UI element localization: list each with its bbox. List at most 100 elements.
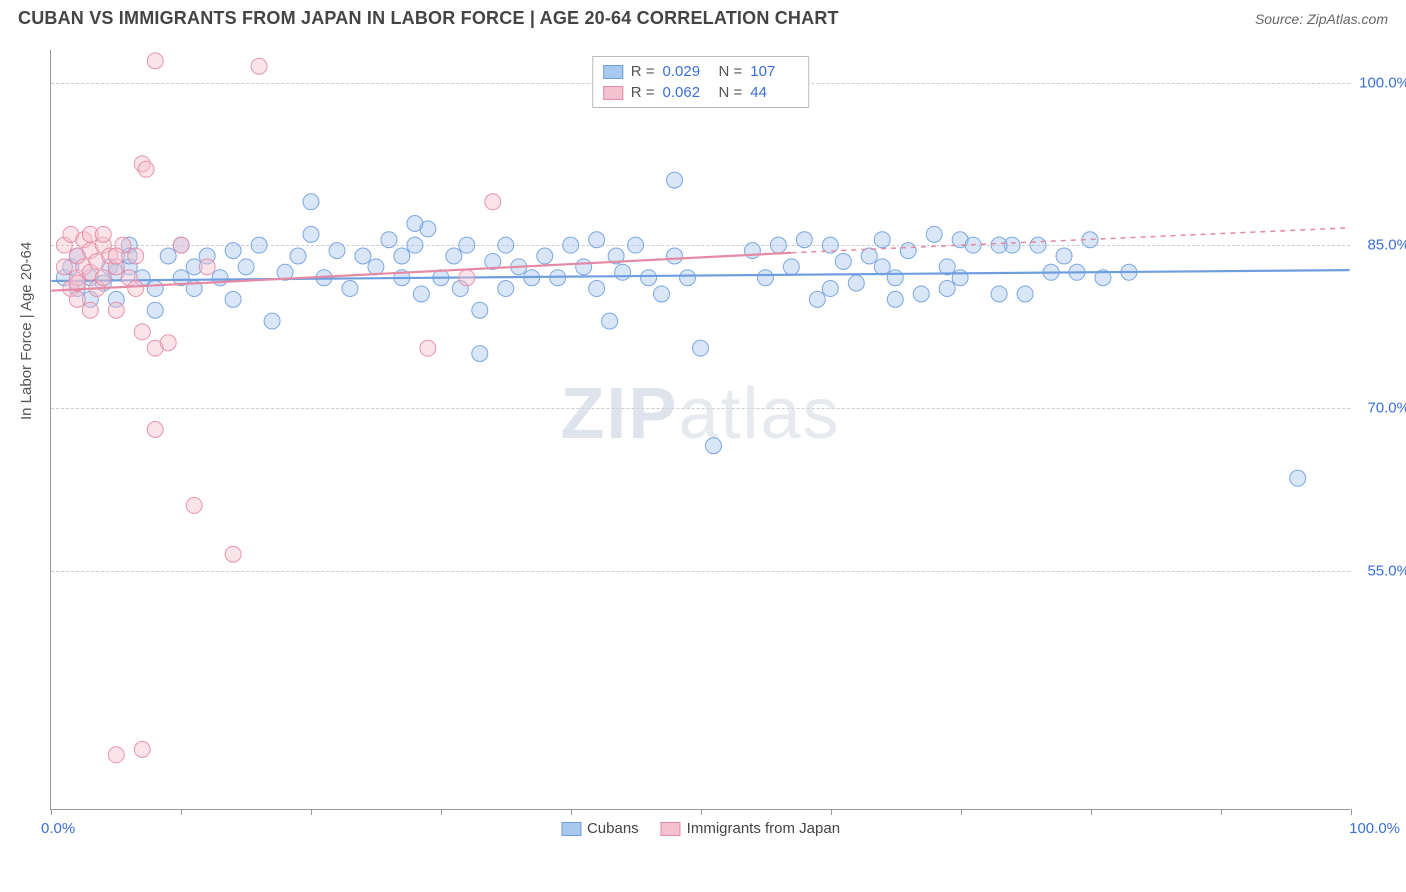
data-point — [874, 259, 890, 275]
n-label: N = — [719, 84, 743, 101]
x-tick — [831, 809, 832, 815]
x-tick — [571, 809, 572, 815]
data-point — [485, 194, 501, 210]
n-label: N = — [719, 63, 743, 80]
data-point — [69, 291, 85, 307]
legend-series-label: Immigrants from Japan — [687, 820, 840, 837]
data-point — [381, 232, 397, 248]
legend-swatch-icon — [603, 86, 623, 100]
chart-plot-area: ZIPatlas R = 0.029 N = 107 R = 0.062 N =… — [50, 50, 1350, 810]
data-point — [705, 438, 721, 454]
x-axis-min-label: 0.0% — [41, 820, 75, 837]
data-point — [498, 281, 514, 297]
data-point — [251, 58, 267, 74]
legend-series-box: Cubans Immigrants from Japan — [561, 820, 840, 837]
data-point — [615, 264, 631, 280]
data-point — [420, 340, 436, 356]
data-point — [147, 422, 163, 438]
data-point — [602, 313, 618, 329]
x-tick — [961, 809, 962, 815]
legend-stat-row: R = 0.062 N = 44 — [603, 82, 799, 103]
data-point — [887, 291, 903, 307]
data-point — [835, 253, 851, 269]
data-point — [498, 237, 514, 253]
data-point — [134, 324, 150, 340]
data-point — [186, 497, 202, 513]
data-point — [147, 53, 163, 69]
data-point — [848, 275, 864, 291]
data-point — [654, 286, 670, 302]
data-point — [680, 270, 696, 286]
data-point — [913, 286, 929, 302]
data-point — [589, 281, 605, 297]
r-value: 0.029 — [663, 63, 711, 80]
data-point — [251, 237, 267, 253]
legend-series-label: Cubans — [587, 820, 639, 837]
data-point — [757, 270, 773, 286]
scatter-svg — [51, 50, 1350, 809]
data-point — [472, 346, 488, 362]
y-tick-label: 85.0% — [1367, 237, 1406, 254]
data-point — [95, 270, 111, 286]
data-point — [589, 232, 605, 248]
data-point — [667, 172, 683, 188]
data-point — [394, 248, 410, 264]
data-point — [225, 546, 241, 562]
r-label: R = — [631, 84, 655, 101]
data-point — [355, 248, 371, 264]
data-point — [991, 286, 1007, 302]
data-point — [134, 741, 150, 757]
r-label: R = — [631, 63, 655, 80]
data-point — [342, 281, 358, 297]
data-point — [628, 237, 644, 253]
x-tick — [311, 809, 312, 815]
data-point — [407, 237, 423, 253]
data-point — [160, 248, 176, 264]
legend-swatch-icon — [603, 65, 623, 79]
data-point — [303, 194, 319, 210]
y-tick-label: 55.0% — [1367, 563, 1406, 580]
y-tick-label: 100.0% — [1359, 74, 1406, 91]
data-point — [952, 270, 968, 286]
data-point — [991, 237, 1007, 253]
data-point — [238, 259, 254, 275]
data-point — [407, 215, 423, 231]
data-point — [693, 340, 709, 356]
x-tick — [51, 809, 52, 815]
data-point — [1056, 248, 1072, 264]
x-tick — [181, 809, 182, 815]
data-point — [128, 248, 144, 264]
x-tick — [1221, 809, 1222, 815]
data-point — [147, 281, 163, 297]
x-axis-max-label: 100.0% — [1349, 820, 1400, 837]
data-point — [108, 302, 124, 318]
data-point — [563, 237, 579, 253]
data-point — [939, 281, 955, 297]
r-value: 0.062 — [663, 84, 711, 101]
data-point — [138, 161, 154, 177]
data-point — [537, 248, 553, 264]
y-tick-label: 70.0% — [1367, 400, 1406, 417]
data-point — [56, 259, 72, 275]
n-value: 107 — [750, 63, 798, 80]
data-point — [225, 243, 241, 259]
data-point — [108, 248, 124, 264]
y-axis-title: In Labor Force | Age 20-64 — [18, 242, 35, 420]
data-point — [82, 302, 98, 318]
data-point — [1030, 237, 1046, 253]
x-tick — [441, 809, 442, 815]
data-point — [108, 747, 124, 763]
data-point — [446, 248, 462, 264]
data-point — [225, 291, 241, 307]
x-tick — [1351, 809, 1352, 815]
data-point — [822, 281, 838, 297]
data-point — [1017, 286, 1033, 302]
data-point — [264, 313, 280, 329]
legend-stats-box: R = 0.029 N = 107 R = 0.062 N = 44 — [592, 56, 810, 108]
x-tick — [1091, 809, 1092, 815]
data-point — [926, 226, 942, 242]
data-point — [796, 232, 812, 248]
data-point — [667, 248, 683, 264]
data-point — [887, 270, 903, 286]
data-point — [641, 270, 657, 286]
